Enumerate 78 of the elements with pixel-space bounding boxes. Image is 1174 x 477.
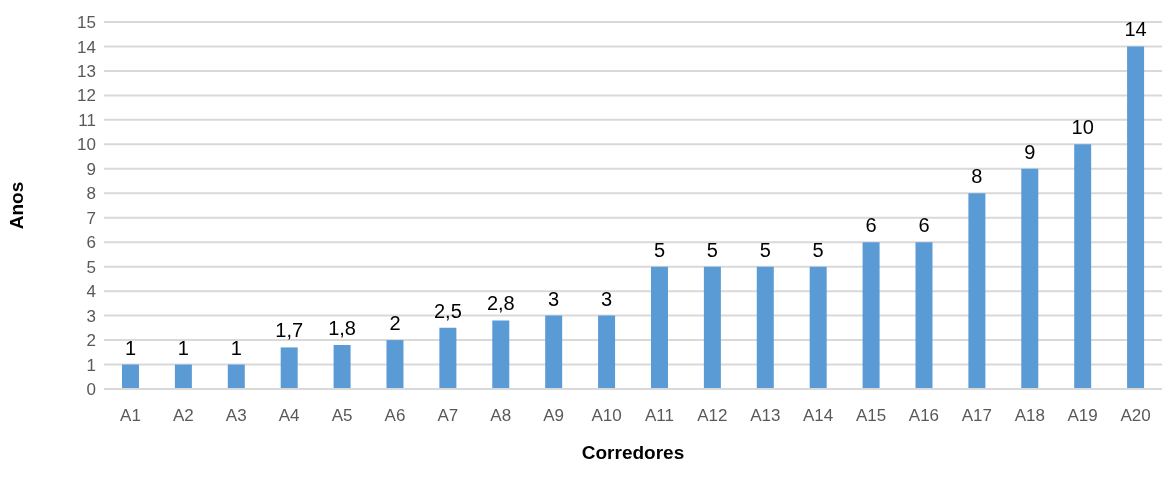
bar [650, 266, 668, 389]
data-label: 2,5 [433, 299, 462, 322]
bar [809, 266, 827, 389]
y-tick-label: 12 [77, 86, 96, 106]
bar [915, 242, 933, 389]
bar [703, 266, 721, 389]
data-label: 1,7 [275, 319, 304, 342]
data-label: 1 [124, 336, 137, 359]
bar [280, 347, 298, 389]
y-tick-label: 8 [86, 184, 96, 204]
x-tick-label: A6 [384, 406, 406, 426]
y-tick-label: 5 [86, 257, 96, 277]
bar [439, 327, 457, 389]
data-label: 1 [177, 336, 189, 359]
x-tick-label: A1 [120, 406, 141, 426]
y-tick-label: 9 [86, 159, 96, 179]
x-tick-label: A19 [1067, 406, 1098, 426]
x-tick-label: A3 [225, 406, 247, 426]
y-tick-label: 3 [86, 306, 96, 326]
bar [227, 364, 245, 389]
x-tick-label: A14 [803, 406, 834, 426]
data-label: 3 [601, 287, 613, 310]
x-tick-label: A7 [437, 406, 459, 426]
bar [756, 266, 774, 389]
bar [1074, 144, 1092, 389]
data-label: 5 [812, 238, 824, 261]
bar [1127, 46, 1145, 389]
y-tick-label: 2 [86, 331, 96, 351]
y-tick-label: 1 [86, 355, 96, 375]
data-label: 5 [759, 238, 771, 261]
x-tick-label: A20 [1120, 406, 1151, 426]
y-axis-title: Anos [5, 181, 27, 230]
data-label: 6 [865, 214, 877, 237]
bar [1021, 168, 1039, 389]
data-label: 6 [918, 214, 930, 237]
data-label: 2 [389, 312, 401, 335]
y-tick-label: 0 [86, 380, 96, 400]
x-tick-label: A13 [750, 406, 781, 426]
data-label: 5 [706, 238, 718, 261]
x-tick-label: A4 [278, 406, 300, 426]
x-tick-label: A10 [591, 406, 622, 426]
data-label: 3 [548, 287, 560, 310]
y-tick-label: 15 [77, 13, 96, 33]
bar [174, 364, 192, 389]
data-label: 5 [653, 238, 666, 261]
bar [386, 340, 404, 389]
y-tick-label: 11 [78, 110, 96, 130]
x-axis-title: Corredores [581, 442, 685, 463]
x-tick-label: A11 [644, 406, 674, 426]
x-tick-label: A5 [331, 406, 353, 426]
x-tick-label: A8 [490, 406, 512, 426]
x-tick-label: A12 [697, 406, 728, 426]
x-tick-label: A2 [172, 406, 194, 426]
y-tick-label: 6 [86, 233, 96, 253]
x-tick-label: A16 [908, 406, 940, 426]
y-tick-label: 13 [77, 61, 96, 81]
data-label: 10 [1071, 116, 1094, 139]
bar [968, 193, 986, 389]
x-tick-label: A18 [1014, 406, 1045, 426]
bar [598, 315, 616, 389]
y-tick-label: 4 [86, 282, 96, 302]
data-label: 1 [230, 336, 242, 359]
data-label: 8 [971, 165, 983, 188]
y-tick-label: 10 [77, 135, 96, 155]
data-label: 1,8 [328, 316, 356, 339]
data-label: 2,8 [486, 292, 515, 315]
bar [121, 364, 139, 389]
bar [862, 242, 880, 389]
x-tick-label: A17 [961, 406, 992, 426]
y-tick-label: 14 [77, 37, 96, 57]
data-label: 9 [1024, 140, 1036, 163]
y-tick-label: 7 [86, 208, 96, 228]
bar [492, 320, 510, 389]
bar [333, 344, 351, 389]
x-tick-label: A15 [855, 406, 887, 426]
data-label: 14 [1124, 18, 1147, 41]
x-tick-label: A9 [543, 406, 565, 426]
bar [545, 315, 563, 389]
